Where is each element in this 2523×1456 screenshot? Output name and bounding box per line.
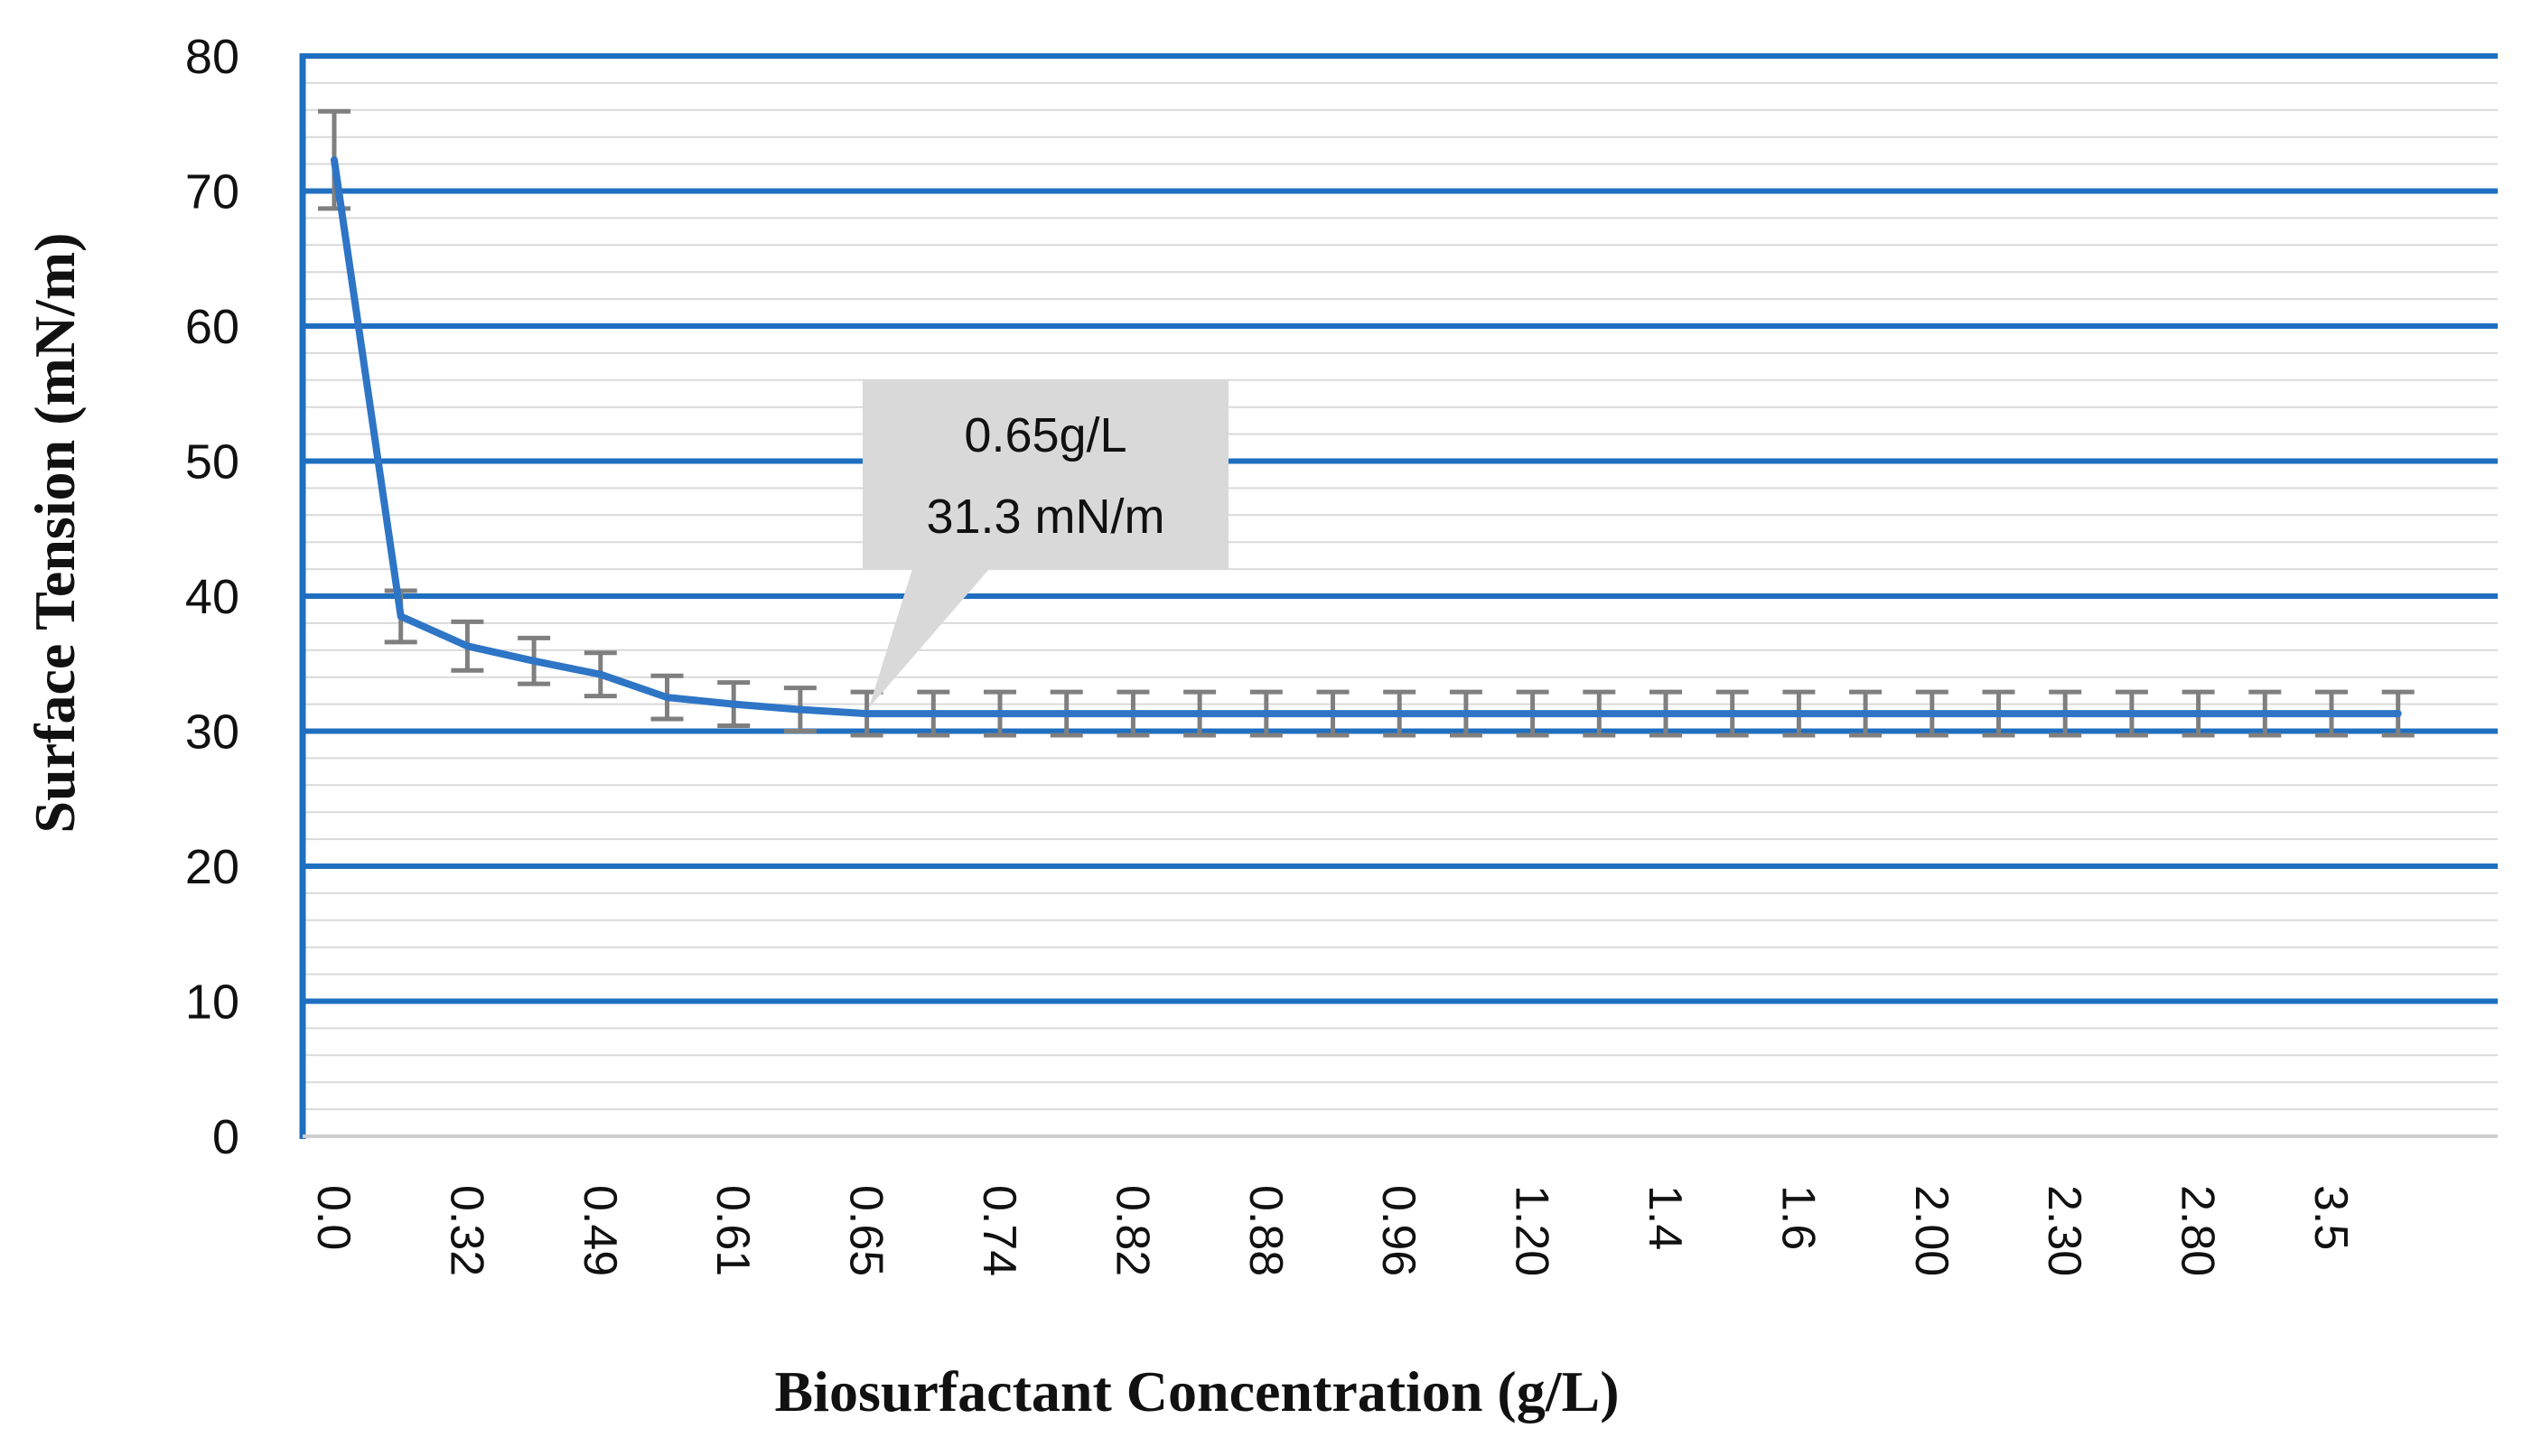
data-point bbox=[2262, 711, 2268, 717]
callout-tension: 31.3 mN/m bbox=[926, 490, 1164, 544]
y-tick-label: 30 bbox=[185, 705, 239, 760]
data-point bbox=[1130, 711, 1136, 717]
data-series bbox=[331, 156, 2402, 718]
series-line bbox=[331, 156, 2402, 718]
error-bars bbox=[318, 108, 2415, 738]
y-tick-label: 20 bbox=[185, 840, 239, 894]
data-point bbox=[1596, 711, 1603, 717]
x-tick-label: 0.0 bbox=[307, 1185, 360, 1250]
data-point bbox=[997, 711, 1003, 717]
data-point bbox=[1663, 711, 1668, 717]
data-point bbox=[2395, 711, 2401, 717]
x-tick-label: 0.61 bbox=[706, 1185, 759, 1276]
data-point bbox=[1729, 711, 1735, 717]
data-point bbox=[332, 157, 337, 163]
data-point bbox=[597, 671, 603, 677]
y-tick-label: 40 bbox=[185, 570, 239, 624]
y-tick-label: 70 bbox=[185, 165, 239, 219]
data-point bbox=[1063, 711, 1070, 717]
x-tick-label: 0.65 bbox=[840, 1185, 892, 1276]
x-tick-label: 0.88 bbox=[1239, 1185, 1292, 1276]
data-point bbox=[1529, 711, 1536, 717]
x-tick-label: 0.74 bbox=[973, 1185, 1025, 1276]
y-tick-labels: 0 10 20 30 40 50 60 70 80 bbox=[185, 30, 239, 1164]
callout-bubble bbox=[863, 379, 1229, 709]
x-tick-label: 1.6 bbox=[1771, 1185, 1824, 1250]
x-tick-label: 0.96 bbox=[1372, 1185, 1425, 1276]
data-point bbox=[930, 711, 937, 717]
data-point bbox=[664, 695, 670, 701]
data-point bbox=[1397, 711, 1403, 717]
data-point bbox=[464, 643, 471, 649]
x-axis-title: Biosurfactant Concentration (g/L) bbox=[774, 1359, 1619, 1423]
data-point bbox=[531, 658, 537, 664]
callout-concentration: 0.65g/L bbox=[964, 408, 1126, 462]
data-point bbox=[1796, 711, 1802, 717]
axes bbox=[299, 53, 2498, 1139]
major-gridlines bbox=[303, 53, 2498, 1004]
x-tick-label: 0.49 bbox=[574, 1185, 626, 1276]
data-point bbox=[2128, 711, 2135, 717]
data-point bbox=[2329, 711, 2334, 717]
x-tick-label: 3.5 bbox=[2304, 1185, 2357, 1250]
data-point bbox=[1462, 711, 1469, 717]
data-point bbox=[2195, 711, 2201, 717]
data-point bbox=[1197, 711, 1203, 717]
y-axis-title: Surface Tension (mN/m) bbox=[23, 233, 87, 834]
y-tick-label: 10 bbox=[185, 975, 239, 1030]
y-tick-label: 80 bbox=[185, 30, 239, 84]
data-point bbox=[397, 613, 404, 620]
data-point bbox=[2062, 711, 2069, 717]
x-tick-labels: 0.0 0.32 0.49 0.61 0.65 0.74 0.82 0.88 0.96 1.20 1… bbox=[307, 1185, 2357, 1276]
x-tick-label: 0.82 bbox=[1106, 1185, 1158, 1276]
data-point bbox=[1929, 711, 1935, 717]
data-point bbox=[1863, 711, 1869, 717]
x-tick-label: 2.00 bbox=[1905, 1185, 1958, 1276]
x-tick-label: 2.80 bbox=[2172, 1185, 2224, 1276]
x-tick-label: 2.30 bbox=[2038, 1185, 2090, 1276]
y-tick-label: 50 bbox=[185, 435, 239, 490]
data-point bbox=[864, 711, 870, 717]
x-tick-label: 0.32 bbox=[440, 1185, 492, 1276]
data-point bbox=[797, 706, 803, 713]
y-tick-label: 0 bbox=[212, 1110, 239, 1164]
data-point bbox=[1330, 711, 1336, 717]
y-tick-label: 60 bbox=[185, 300, 239, 354]
data-point bbox=[731, 701, 737, 707]
data-callout: 0.65g/L 31.3 mN/m bbox=[863, 379, 1229, 709]
x-tick-label: 1.4 bbox=[1639, 1185, 1691, 1250]
data-point bbox=[1995, 711, 2002, 717]
data-point bbox=[1263, 711, 1269, 717]
x-tick-label: 1.20 bbox=[1506, 1185, 1558, 1276]
